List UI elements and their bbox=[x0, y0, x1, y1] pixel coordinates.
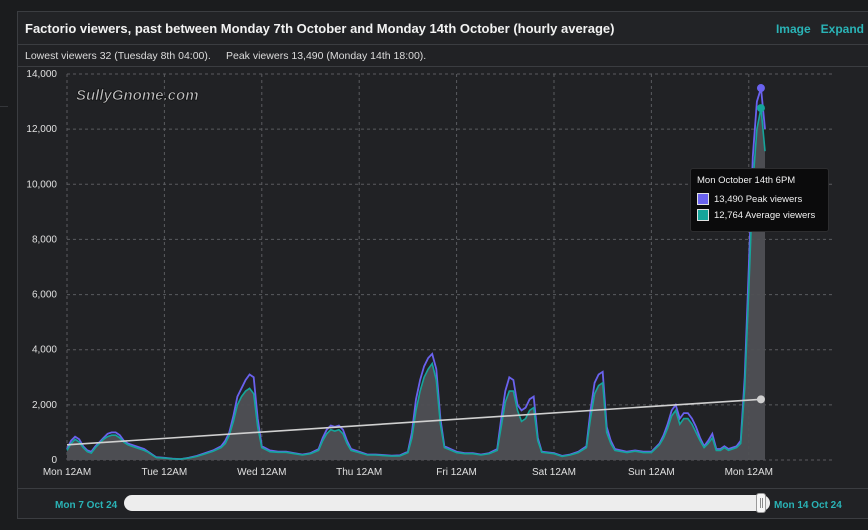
x-tick-label: Fri 12AM bbox=[436, 467, 477, 478]
x-tick-label: Sun 12AM bbox=[628, 467, 675, 478]
y-tick-label: 6,000 bbox=[32, 290, 57, 301]
x-tick-label: Sat 12AM bbox=[532, 467, 576, 478]
tooltip-row-average: 12,764 Average viewers bbox=[697, 209, 815, 221]
header-actions: Image Expand bbox=[776, 22, 864, 36]
y-tick-label: 10,000 bbox=[26, 179, 57, 190]
viewers-chart[interactable]: 0 2,000 4,000 6,000 8,000 10,000 12,000 14,000 M… bbox=[18, 12, 868, 487]
range-end-date: Mon 14 Oct 24 bbox=[774, 500, 842, 511]
stats-bar: Lowest viewers 32 (Tuesday 8th 04:00). P… bbox=[18, 44, 868, 67]
y-tick-label: 2,000 bbox=[32, 400, 57, 411]
expand-button[interactable]: Expand bbox=[820, 22, 864, 36]
panel-header: Factorio viewers, past between Monday 7t… bbox=[18, 12, 868, 45]
watermark: SullyGnome.com bbox=[76, 87, 199, 104]
chart-tooltip: Mon October 14th 6PM 13,490 Peak viewers… bbox=[690, 168, 829, 232]
y-tick-label: 14,000 bbox=[26, 69, 57, 80]
peak-viewers-line bbox=[66, 87, 766, 461]
trend-line bbox=[66, 398, 762, 446]
image-button[interactable]: Image bbox=[775, 22, 811, 36]
left-divider bbox=[0, 106, 8, 107]
y-tick-label: 8,000 bbox=[32, 234, 57, 245]
chart-panel: Factorio viewers, past between Monday 7t… bbox=[17, 11, 868, 519]
tooltip-peak-label: 13,490 Peak viewers bbox=[714, 193, 803, 205]
average-viewers-line bbox=[66, 107, 766, 460]
y-tick-label: 0 bbox=[51, 455, 57, 466]
range-start-date: Mon 7 Oct 24 bbox=[55, 500, 118, 511]
tooltip-average-label: 12,764 Average viewers bbox=[714, 209, 816, 221]
peak-marker bbox=[756, 84, 765, 93]
chart-title: Factorio viewers, past between Monday 7t… bbox=[25, 21, 615, 36]
peak-swatch bbox=[697, 193, 709, 205]
date-range-selector: Mon 7 Oct 24 Mon 14 Oct 24 bbox=[18, 488, 868, 519]
tooltip-title: Mon October 14th 6PM bbox=[697, 175, 796, 186]
trend-marker bbox=[756, 395, 765, 404]
range-slider-handle[interactable] bbox=[756, 493, 766, 513]
lowest-viewers-stat: Lowest viewers 32 (Tuesday 8th 04:00). bbox=[25, 50, 211, 62]
average-swatch bbox=[697, 209, 709, 221]
x-tick-label: Thu 12AM bbox=[336, 467, 382, 478]
average-marker bbox=[756, 104, 765, 113]
tooltip-row-peak: 13,490 Peak viewers bbox=[697, 193, 802, 205]
x-tick-label: Wed 12AM bbox=[237, 467, 286, 478]
x-tick-label: Mon 12AM bbox=[43, 467, 91, 478]
range-slider-track[interactable] bbox=[124, 495, 770, 511]
x-tick-label: Mon 12AM bbox=[725, 467, 773, 478]
peak-viewers-stat: Peak viewers 13,490 (Monday 14th 18:00). bbox=[226, 50, 427, 62]
y-tick-label: 12,000 bbox=[26, 124, 57, 135]
x-tick-label: Tue 12AM bbox=[142, 467, 188, 478]
y-tick-label: 4,000 bbox=[32, 345, 57, 356]
